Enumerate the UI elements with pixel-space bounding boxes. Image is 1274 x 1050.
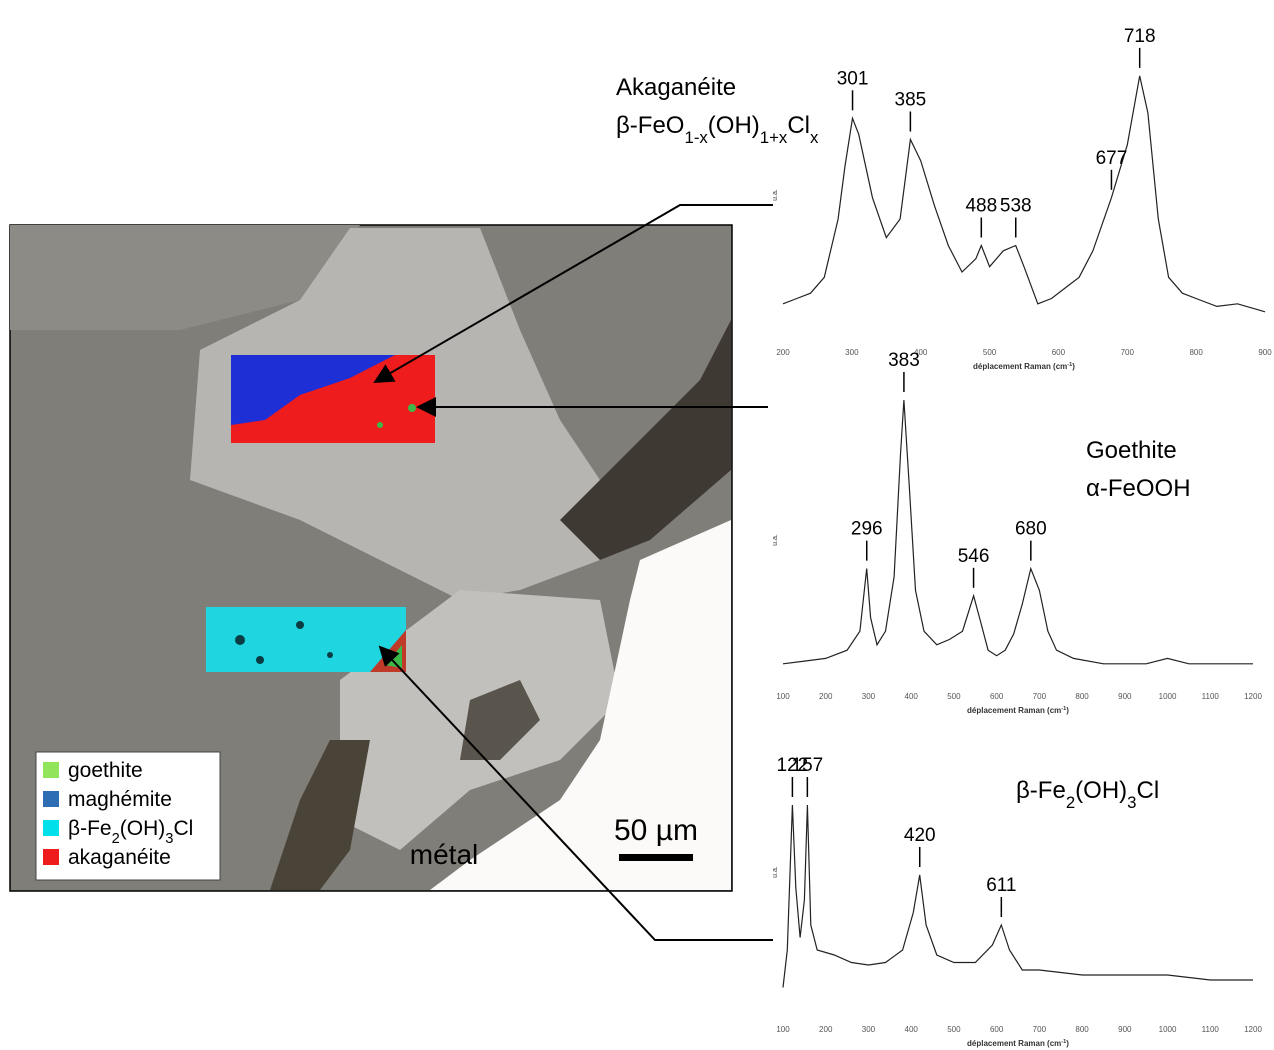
superscript: -1 (1061, 706, 1066, 712)
x-tick-label: 1100 (1202, 692, 1220, 701)
x-tick-label: 400 (905, 692, 919, 701)
peak-label: 546 (958, 546, 990, 567)
x-tick-label: 900 (1258, 348, 1272, 357)
text-part: β-Fe (68, 817, 112, 840)
peak-label: 157 (792, 755, 824, 776)
peak-label: 383 (888, 350, 920, 371)
text-part: déplacement Raman (cm (967, 1039, 1061, 1048)
legend-label: akaganéite (68, 846, 171, 869)
spectrum-title: Goethite (1086, 437, 1177, 464)
x-tick-label: 300 (862, 1025, 876, 1034)
text-part: déplacement Raman (cm (967, 706, 1061, 715)
peak-label: 611 (986, 875, 1016, 896)
x-tick-label: 300 (862, 692, 876, 701)
x-tick-label: 200 (819, 1025, 833, 1034)
superscript: -1 (1061, 1039, 1066, 1045)
x-axis-label: déplacement Raman (cm-1) (973, 362, 1075, 371)
text-part: β-FeO (616, 112, 684, 139)
x-tick-label: 600 (1052, 348, 1066, 357)
text-part: ) (1066, 706, 1069, 715)
text-part: déplacement Raman (cm (973, 362, 1067, 371)
subscript: 1+x (760, 128, 788, 147)
subscript: 3 (1127, 793, 1136, 812)
legend-label: maghémite (68, 788, 172, 811)
region-label: métal (410, 839, 478, 870)
y-axis-label: u.a. (772, 534, 779, 546)
x-tick-label: 100 (776, 1025, 790, 1034)
legend-swatch (43, 820, 59, 836)
x-tick-label: 500 (947, 692, 961, 701)
peak-label: 122 (777, 755, 809, 776)
x-tick-label: 1200 (1244, 692, 1262, 701)
text-part: ) (1072, 362, 1075, 371)
x-tick-label: 500 (983, 348, 997, 357)
spectrum-title: α-FeOOH (1086, 475, 1191, 502)
subscript: 2 (1066, 793, 1075, 812)
superscript: -1 (1067, 362, 1072, 368)
subscript: 1-x (684, 128, 708, 147)
micrograph (9, 204, 773, 941)
legend-swatch (43, 762, 59, 778)
x-tick-label: 700 (1033, 692, 1047, 701)
text-part: Cl (173, 817, 193, 840)
spectrum-line (782, 399, 1253, 665)
x-tick-label: 700 (1121, 348, 1135, 357)
peak-label: 420 (904, 825, 936, 846)
text-part: ) (1066, 1039, 1069, 1048)
text-part: Cl (1136, 777, 1159, 804)
x-tick-label: 100 (776, 692, 790, 701)
peak-label: 718 (1124, 26, 1156, 47)
scale-bar-label: 50 µm (614, 814, 698, 847)
peak-label: 385 (895, 90, 927, 111)
y-axis-label: u.a. (772, 189, 779, 201)
text-part: (OH) (1075, 777, 1127, 804)
x-tick-label: 1100 (1202, 1025, 1220, 1034)
peak-label: 296 (851, 519, 883, 540)
x-tick-label: 600 (990, 692, 1004, 701)
x-tick-label: 1000 (1159, 1025, 1177, 1034)
x-tick-label: 200 (776, 348, 790, 357)
x-tick-label: 1200 (1244, 1025, 1262, 1034)
spectrum-line (782, 804, 1253, 988)
spectrum-line (782, 75, 1266, 313)
x-tick-label: 700 (1033, 1025, 1047, 1034)
spectrum-title: β-FeO1-x(OH)1+xClx (616, 112, 819, 147)
spectrum-title: Akaganéite (616, 74, 736, 101)
legend-swatch (43, 849, 59, 865)
x-tick-label: 800 (1075, 1025, 1089, 1034)
subscript: 3 (165, 831, 173, 847)
peak-label: 488 (965, 196, 997, 217)
x-tick-label: 600 (990, 1025, 1004, 1034)
legend-label: goethite (68, 759, 143, 782)
text-part: β-Fe (1016, 777, 1066, 804)
x-axis-label: déplacement Raman (cm-1) (967, 706, 1069, 715)
text-part: (OH) (708, 112, 760, 139)
x-axis-label: déplacement Raman (cm-1) (967, 1039, 1069, 1048)
subscript: x (810, 128, 819, 147)
peak-label: 301 (837, 68, 869, 89)
text-part: Cl (787, 112, 810, 139)
legend-label: β-Fe2(OH)3Cl (68, 817, 193, 847)
x-tick-label: 300 (845, 348, 859, 357)
x-tick-label: 400 (905, 1025, 919, 1034)
x-tick-label: 1000 (1159, 692, 1177, 701)
x-tick-label: 800 (1075, 692, 1089, 701)
peak-label: 538 (1000, 196, 1032, 217)
x-tick-label: 900 (1118, 692, 1132, 701)
x-tick-label: 500 (947, 1025, 961, 1034)
peak-label: 680 (1015, 519, 1047, 540)
legend-swatch (43, 791, 59, 807)
x-tick-label: 200 (819, 692, 833, 701)
y-axis-label: u.a. (772, 866, 779, 878)
text-part: (OH) (120, 817, 166, 840)
x-tick-label: 800 (1189, 348, 1203, 357)
subscript: 2 (112, 831, 120, 847)
x-tick-label: 900 (1118, 1025, 1132, 1034)
peak-label: 677 (1096, 148, 1128, 169)
x-tick-label: 400 (914, 348, 928, 357)
spectrum-title: β-Fe2(OH)3Cl (1016, 777, 1159, 812)
